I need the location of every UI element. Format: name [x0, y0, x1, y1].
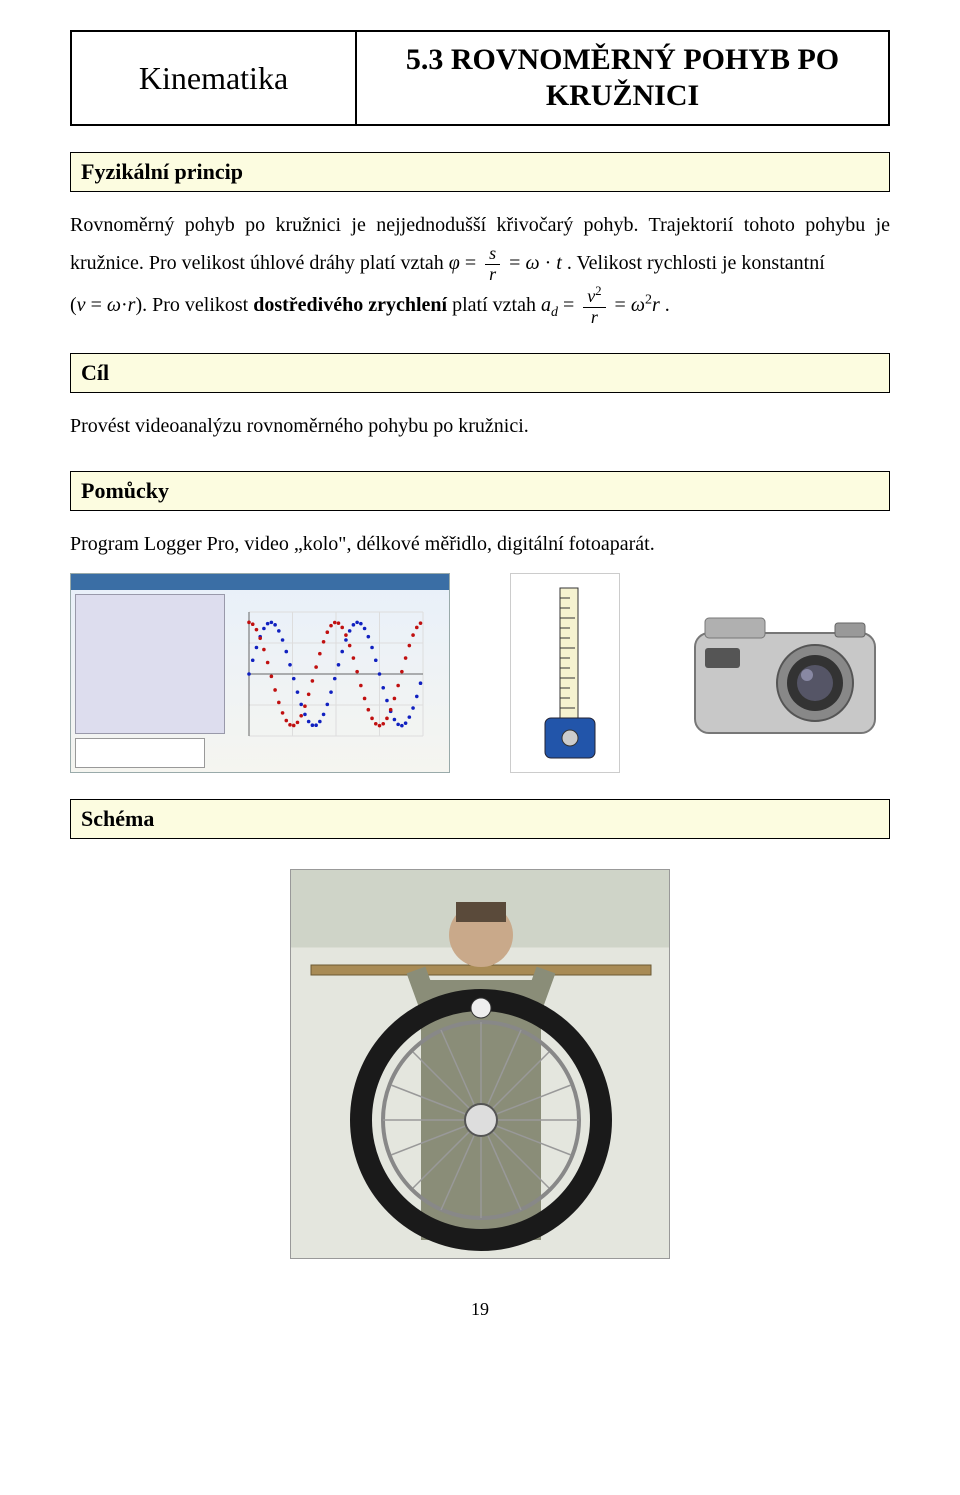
bold-term: dostředivého zrychlení	[253, 294, 447, 316]
princip-text-2: (v = ω·r). Pro velikost dostředivého zry…	[70, 285, 890, 328]
pomucky-text: Program Logger Pro, video „kolo", délkov…	[70, 525, 890, 563]
window-titlebar	[71, 574, 449, 590]
header-right-cell: 5.3 ROVNOMĚRNÝ POHYB PO KRUŽNICI	[357, 30, 890, 126]
wheel-illustration	[291, 870, 671, 1260]
camera-image	[680, 593, 890, 753]
page-header: Kinematika 5.3 ROVNOMĚRNÝ POHYB PO KRUŽN…	[70, 30, 890, 126]
page-number: 19	[70, 1299, 890, 1320]
loggerpro-screenshot	[70, 573, 450, 773]
formula-ad: ad = v2r = ω2r	[541, 294, 665, 316]
chart-svg	[231, 594, 441, 754]
section-schema: Schéma	[70, 799, 890, 839]
equipment-images	[70, 573, 890, 773]
subject-label: Kinematika	[139, 60, 288, 97]
cil-text: Provést videoanalýzu rovnoměrného pohybu…	[70, 407, 890, 445]
section-cil: Cíl	[70, 353, 890, 393]
tape-measure-image	[510, 573, 620, 773]
wheel-photo	[290, 869, 670, 1259]
camera-icon	[685, 603, 885, 743]
tape-icon	[525, 583, 605, 763]
section-pomucky: Pomůcky	[70, 471, 890, 511]
data-table-mini	[75, 738, 205, 768]
section-princip: Fyzikální princip	[70, 152, 890, 192]
princip-text: Rovnoměrný pohyb po kružnici je nejjedno…	[70, 206, 890, 285]
topic-title: 5.3 ROVNOMĚRNÝ POHYB PO KRUŽNICI	[365, 42, 880, 114]
header-left-cell: Kinematika	[70, 30, 357, 126]
schema-image-holder	[70, 869, 890, 1259]
formula-phi: φ = sr = ω · t	[449, 252, 567, 274]
p1b: . Velikost rychlosti je konstantní	[567, 252, 825, 274]
video-panel	[75, 594, 225, 734]
